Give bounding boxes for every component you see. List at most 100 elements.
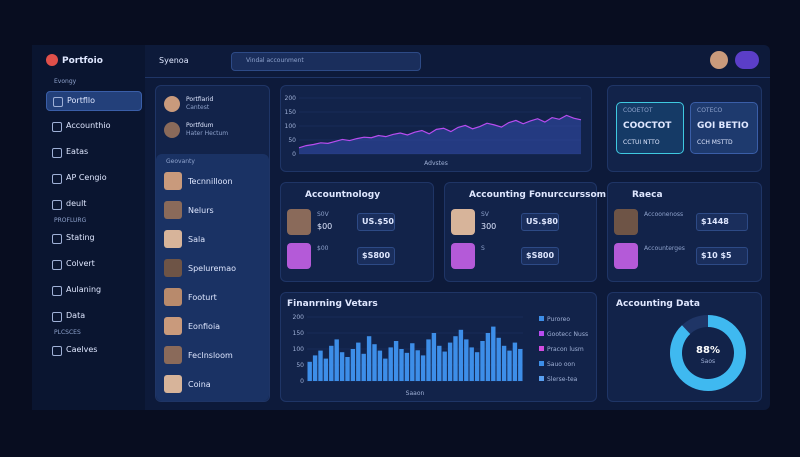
y-tick-label: 0 [300,378,304,385]
y-tick-label: 150 [293,330,305,337]
avatar[interactable] [164,288,182,306]
legend-swatch [539,346,544,351]
row-value: $1448 [701,217,729,226]
row-value: US.$50 [362,217,394,226]
contact-name[interactable]: Coina [188,380,211,389]
bar-chart: 0 50 100 150 200 Saaon Puroreo Gootecc Nuss Prac… [293,314,589,397]
avatar[interactable] [164,375,182,393]
nav-icon [53,97,63,107]
row-value: $S800 [526,251,555,260]
contact-sub: Cantest [186,104,210,111]
donut-panel: Accounting Data 88% Saos [607,292,762,402]
topbar: Syenoa Vindal accounment [145,45,770,78]
donut-label: 88% [696,345,720,356]
avatar [287,209,311,235]
value-pill[interactable]: $S800 [521,247,559,265]
bar [393,341,399,381]
donut-sub: Saos [701,358,715,365]
row-value: $10 $5 [701,251,732,260]
value-pill[interactable]: $1448 [696,213,748,231]
legend-label: Pracon lusm [547,346,584,353]
value-pill[interactable]: US.$50 [357,213,395,231]
bar [447,342,453,381]
contact-name[interactable]: Eonfioia [188,322,221,331]
nav-item[interactable]: Accounthio [46,117,140,135]
section-label: Evongy [54,78,77,85]
legend-swatch [539,316,544,321]
bar [404,352,410,381]
contact-name[interactable]: Feclnsloom [188,351,233,360]
bar [334,339,339,381]
nav-item[interactable]: Eatas [46,143,140,161]
y-tick-label: 150 [285,109,297,116]
row-tag: Accounterges [644,245,685,252]
avatar[interactable] [164,317,182,335]
nav-label: Portfllo [67,96,96,105]
summary-card[interactable]: COTECO GOI BETIO CCH MSTTD [690,102,758,154]
avatar[interactable] [164,259,182,277]
contact-name[interactable]: Tecnnilloon [188,177,233,186]
sidebar: Portfoio Evongy Portfllo Accounthio Eatas A… [32,45,145,410]
nav-item[interactable]: Colvert [46,255,140,273]
bar [469,347,474,381]
value-pill[interactable]: $S800 [357,247,395,265]
legend-label: Sauo oon [547,361,575,368]
nav-icon [52,234,62,244]
user-menu[interactable] [735,51,759,69]
avatar[interactable] [164,172,182,190]
y-tick-label: 0 [292,151,296,158]
row-amount: $00 [317,222,333,231]
avatar [287,243,311,269]
nav-icon [52,286,62,296]
nav-icon [52,200,62,210]
summary-card[interactable]: COOETOT COOCTOT CCTUI NTTO [616,102,684,154]
contact-name[interactable]: Sala [188,235,206,244]
row-value: $S800 [362,251,391,260]
avatar[interactable] [164,230,182,248]
nav-item[interactable]: Stating [46,229,140,247]
card-sub: CCH MSTTD [697,139,733,146]
search[interactable]: Syenoa [159,56,189,65]
nav-item[interactable]: Caelves [46,341,140,359]
legend-swatch [539,361,544,366]
value-pill[interactable]: $10 $5 [696,247,748,265]
bar [372,344,377,381]
contact-name[interactable]: Footurt [188,293,217,302]
contacts-panel: Portfiarid Cantest Portfdum Hater Hectum Geo… [155,85,270,402]
nav-icon [52,260,62,270]
contact-name[interactable]: Speluremao [188,264,236,273]
logo [46,54,58,66]
legend-swatch [539,376,544,381]
nav-item[interactable]: Aulaning [46,281,140,299]
nav-item[interactable]: deult [46,195,140,213]
nav-label: Aulaning [66,285,102,294]
card: Accounting Fonurccurssom SV 300 US.$80 S $S80… [444,182,606,282]
bar [453,336,458,381]
card-title: Raeca [632,190,663,200]
contact-name[interactable]: Nelurs [188,206,214,215]
bar [399,349,404,381]
nav-item[interactable]: Data [46,307,140,325]
bar [420,355,426,381]
avatar[interactable] [710,51,728,69]
section-label: PLCSCES [54,329,81,336]
avatar[interactable] [164,346,182,364]
donut-title: Accounting Data [616,299,700,309]
dropdown[interactable]: Vindal accounment [231,52,421,71]
legend-label: Slerse-tea [547,376,578,383]
bar [437,345,442,381]
avatar[interactable] [164,201,182,219]
bar-chart-panel: Finanrning Vetars 0 50 100 150 200 Saaon Puror… [280,292,597,402]
avatar [164,96,180,112]
nav-item[interactable]: AP Cengio [46,169,140,187]
bar [442,351,447,381]
nav-label: deult [66,199,87,208]
bar [366,336,372,381]
card: Accountnology S0V $00 US.$50 $00 $S800 [280,182,434,282]
contact-list: Geovanty Tecnnilloon Nelurs Sala Speluremao F… [156,154,269,401]
value-pill[interactable]: US.$80 [521,213,559,231]
nav-item[interactable]: Portfllo [46,91,142,111]
avatar [451,209,475,235]
bar [426,339,431,381]
